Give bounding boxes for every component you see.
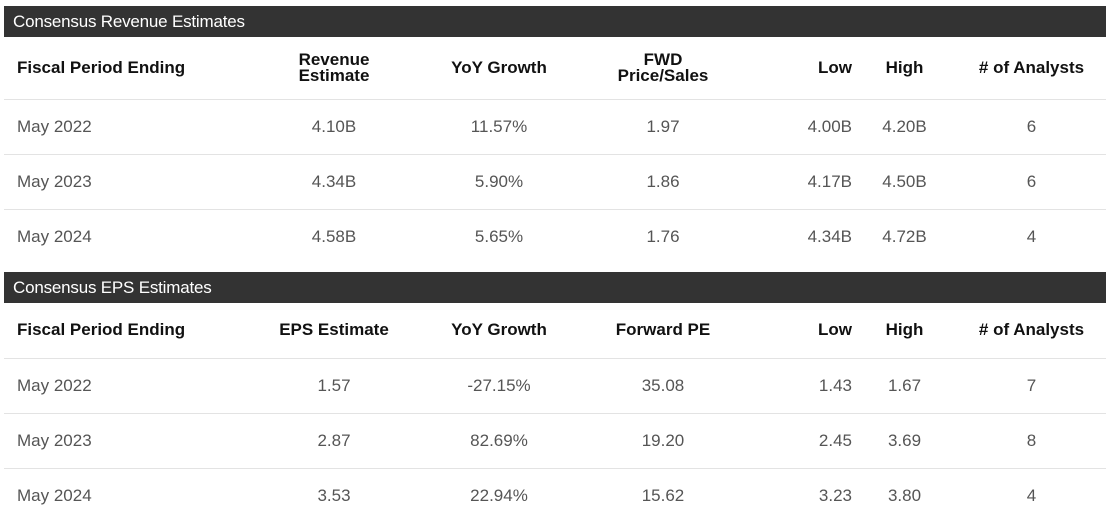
- cell-ratio: 19.20: [641, 430, 685, 450]
- cell-growth: 11.57%: [470, 116, 528, 136]
- cell-analysts: 6: [1026, 171, 1037, 191]
- cell-period: May 2024: [17, 226, 92, 246]
- col-header-period[interactable]: Fiscal Period Ending: [17, 320, 186, 340]
- cell-analysts: 4: [1026, 226, 1037, 246]
- revenue-estimates-table: Fiscal Period Ending Revenue Estimate Yo…: [4, 37, 1106, 264]
- cell-period: May 2023: [17, 430, 92, 450]
- col-header-period[interactable]: Fiscal Period Ending: [17, 57, 186, 77]
- col-header-label: Estimate: [298, 65, 370, 85]
- cell-growth: -27.15%: [467, 375, 531, 395]
- cell-estimate: 4.58B: [311, 226, 357, 246]
- col-header-high[interactable]: High: [885, 57, 924, 77]
- cell-estimate: 2.87: [317, 430, 351, 450]
- cell-high: 3.69: [887, 430, 922, 450]
- cell-high: 4.72B: [882, 226, 927, 246]
- cell-high: 1.67: [887, 375, 922, 395]
- cell-analysts: 7: [1026, 375, 1037, 395]
- col-header-label: Price/Sales: [617, 65, 709, 85]
- cell-high: 4.50B: [882, 171, 927, 191]
- col-header-low[interactable]: Low: [818, 57, 852, 77]
- table-row: May 2024 3.53 22.94% 15.62 3.23 3.80 4: [4, 468, 1106, 523]
- col-header-label: FWD: [643, 49, 683, 69]
- cell-ratio: 1.76: [646, 226, 680, 246]
- revenue-estimates-section: Consensus Revenue Estimates Fiscal Perio…: [4, 6, 1106, 264]
- cell-analysts: 8: [1026, 430, 1037, 450]
- cell-low: 3.23: [818, 485, 852, 505]
- cell-growth: 5.90%: [474, 171, 524, 191]
- cell-period: May 2023: [17, 171, 92, 191]
- col-header-label: Revenue: [298, 49, 370, 69]
- cell-growth: 22.94%: [470, 485, 528, 505]
- cell-low: 4.00B: [807, 116, 852, 136]
- cell-low: 4.34B: [807, 226, 852, 246]
- cell-estimate: 4.34B: [311, 171, 357, 191]
- col-header-eps-estimate[interactable]: EPS Estimate: [279, 320, 389, 340]
- cell-ratio: 1.86: [646, 171, 680, 191]
- cell-estimate: 4.10B: [311, 116, 357, 136]
- cell-estimate: 1.57: [317, 375, 351, 395]
- table-row: May 2022 4.10B 11.57% 1.97 4.00B 4.20B 6: [4, 99, 1106, 154]
- cell-period: May 2022: [17, 375, 92, 395]
- cell-estimate: 3.53: [317, 485, 351, 505]
- cell-period: May 2022: [17, 116, 92, 136]
- table-row: May 2023 4.34B 5.90% 1.86 4.17B 4.50B 6: [4, 154, 1106, 209]
- eps-section-title: Consensus EPS Estimates: [4, 272, 1106, 303]
- cell-ratio: 1.97: [646, 116, 680, 136]
- cell-growth: 5.65%: [474, 226, 524, 246]
- col-header-yoy-growth[interactable]: YoY Growth: [451, 57, 547, 77]
- eps-estimates-section: Consensus EPS Estimates Fiscal Period En…: [4, 272, 1106, 523]
- table-row: May 2023 2.87 82.69% 19.20 2.45 3.69 8: [4, 413, 1106, 468]
- col-header-num-analysts[interactable]: # of Analysts: [978, 57, 1085, 77]
- cell-high: 3.80: [887, 485, 922, 505]
- col-header-forward-pe[interactable]: Forward PE: [615, 320, 711, 340]
- cell-low: 1.43: [818, 375, 852, 395]
- cell-high: 4.20B: [882, 116, 927, 136]
- cell-ratio: 15.62: [641, 485, 685, 505]
- cell-period: May 2024: [17, 485, 92, 505]
- cell-low: 4.17B: [807, 171, 852, 191]
- cell-ratio: 35.08: [641, 375, 685, 395]
- cell-growth: 82.69%: [470, 430, 528, 450]
- cell-analysts: 6: [1026, 116, 1037, 136]
- table-row: May 2024 4.58B 5.65% 1.76 4.34B 4.72B 4: [4, 209, 1106, 264]
- eps-estimates-table: Fiscal Period Ending EPS Estimate YoY Gr…: [4, 303, 1106, 523]
- col-header-yoy-growth[interactable]: YoY Growth: [451, 320, 547, 340]
- col-header-fwd-price-sales[interactable]: FWD Price/Sales: [559, 37, 767, 99]
- cell-analysts: 4: [1026, 485, 1037, 505]
- table-header-row: Fiscal Period Ending EPS Estimate YoY Gr…: [4, 303, 1106, 358]
- cell-low: 2.45: [818, 430, 852, 450]
- col-header-low[interactable]: Low: [818, 320, 852, 340]
- table-header-row: Fiscal Period Ending Revenue Estimate Yo…: [4, 37, 1106, 99]
- table-row: May 2022 1.57 -27.15% 35.08 1.43 1.67 7: [4, 358, 1106, 413]
- col-header-revenue-estimate[interactable]: Revenue Estimate: [229, 37, 439, 99]
- col-header-high[interactable]: High: [885, 320, 924, 340]
- revenue-section-title: Consensus Revenue Estimates: [4, 6, 1106, 37]
- col-header-num-analysts[interactable]: # of Analysts: [978, 320, 1085, 340]
